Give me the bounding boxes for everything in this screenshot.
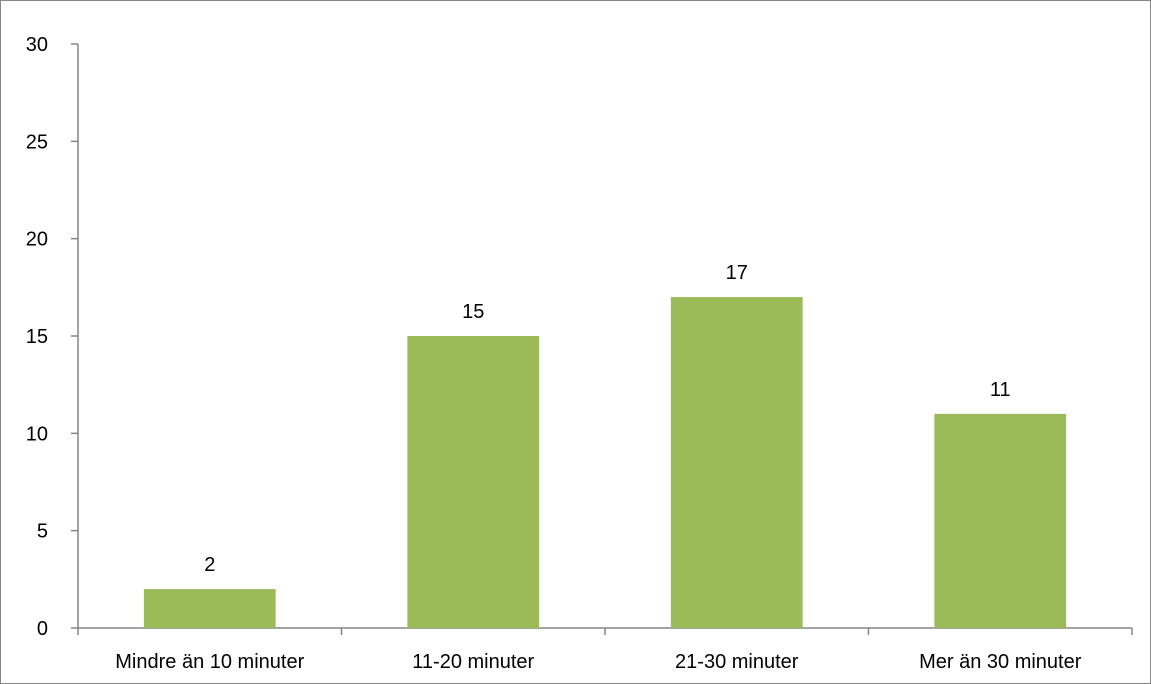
data-label: 2: [204, 554, 215, 576]
data-labels: 2 15 17 11: [204, 262, 1010, 576]
y-tick-label: 20: [26, 229, 48, 251]
y-tick-label: 30: [26, 34, 48, 56]
data-label: 17: [726, 262, 748, 284]
bars: [143, 297, 1067, 628]
x-tick-label: 11-20 minuter: [412, 651, 534, 673]
y-tick-label: 0: [37, 618, 48, 640]
y-tick-label: 25: [26, 131, 48, 153]
y-tick-label: 5: [37, 521, 48, 543]
y-axis: 0 5 10 15 20 25 30: [26, 34, 79, 640]
bar: [934, 413, 1067, 628]
bar: [670, 297, 803, 628]
x-tick-label: Mer än 30 minuter: [919, 651, 1082, 673]
x-tick-label: Mindre än 10 minuter: [115, 651, 304, 673]
data-label: 15: [462, 301, 484, 323]
y-tick-label: 10: [26, 423, 48, 445]
y-tick-label: 15: [26, 326, 48, 348]
x-tick-label: 21-30 minuter: [675, 651, 799, 673]
bar: [143, 589, 276, 628]
x-axis: Mindre än 10 minuter 11-20 minuter 21-30 m…: [77, 627, 1133, 673]
bar: [407, 336, 540, 628]
data-label: 11: [990, 379, 1011, 401]
